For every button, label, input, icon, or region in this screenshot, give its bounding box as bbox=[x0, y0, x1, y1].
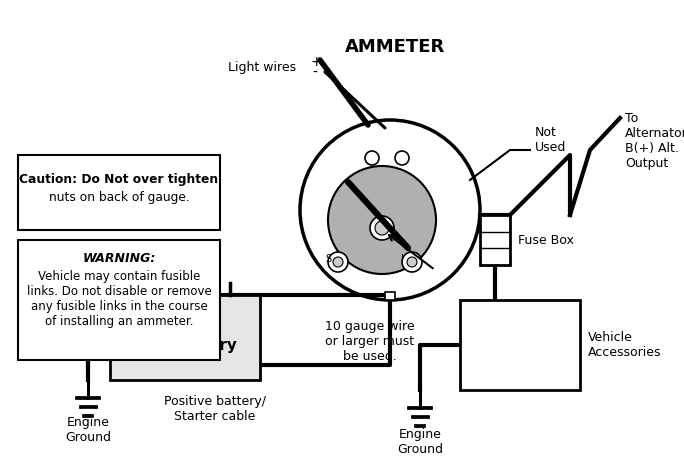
Text: Caution: Do Not over tighten: Caution: Do Not over tighten bbox=[19, 173, 219, 186]
Text: To
Alternator
B(+) Alt.
Output: To Alternator B(+) Alt. Output bbox=[625, 112, 684, 170]
Text: Not
Used: Not Used bbox=[535, 126, 566, 154]
Text: Fuse Box: Fuse Box bbox=[518, 234, 574, 247]
Circle shape bbox=[395, 151, 409, 165]
Text: I: I bbox=[401, 254, 404, 264]
Text: AMMETER: AMMETER bbox=[345, 38, 445, 56]
Circle shape bbox=[333, 257, 343, 267]
Bar bbox=[18, 155, 220, 230]
Text: 10 gauge wire
or larger must
be used.: 10 gauge wire or larger must be used. bbox=[325, 320, 415, 363]
Circle shape bbox=[328, 166, 436, 274]
Text: Positive battery/
Starter cable: Positive battery/ Starter cable bbox=[164, 395, 266, 423]
Text: -: - bbox=[312, 66, 317, 80]
Text: +: + bbox=[200, 255, 221, 279]
Circle shape bbox=[407, 257, 417, 267]
Bar bbox=[110, 295, 260, 380]
Circle shape bbox=[150, 278, 168, 296]
Text: Engine
Ground: Engine Ground bbox=[65, 416, 111, 444]
Text: −: − bbox=[149, 255, 170, 279]
Circle shape bbox=[402, 252, 422, 272]
Bar bbox=[385, 292, 395, 300]
Text: Vehicle may contain fusible
links. Do not disable or remove
any fusible links in: Vehicle may contain fusible links. Do no… bbox=[27, 270, 211, 328]
Circle shape bbox=[365, 151, 379, 165]
Bar bbox=[480, 215, 510, 265]
Text: nuts on back of gauge.: nuts on back of gauge. bbox=[49, 191, 189, 204]
Text: S: S bbox=[325, 254, 331, 264]
Bar bbox=[460, 300, 580, 390]
Bar bbox=[18, 240, 220, 360]
Text: Vehicle
Accessories: Vehicle Accessories bbox=[588, 331, 661, 359]
Text: Light wires: Light wires bbox=[228, 62, 296, 75]
Text: Engine
Ground: Engine Ground bbox=[397, 428, 443, 456]
Text: WARNING:: WARNING: bbox=[82, 252, 156, 265]
Text: +: + bbox=[310, 55, 321, 69]
Circle shape bbox=[202, 278, 220, 296]
Circle shape bbox=[328, 252, 348, 272]
Circle shape bbox=[370, 216, 394, 240]
Text: 12V Battery: 12V Battery bbox=[133, 338, 237, 353]
Circle shape bbox=[375, 221, 389, 235]
